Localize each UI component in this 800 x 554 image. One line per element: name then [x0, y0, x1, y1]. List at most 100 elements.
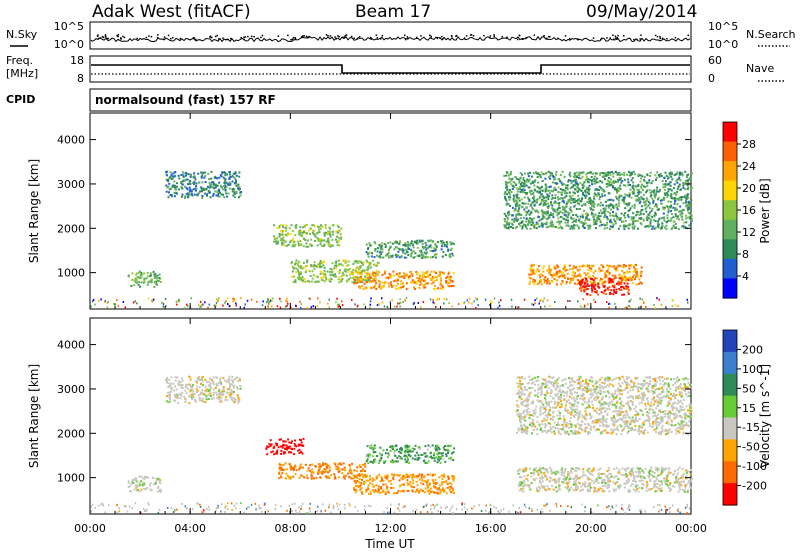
power-cell — [525, 192, 528, 195]
power-cell — [304, 239, 307, 241]
power-cell — [606, 226, 609, 229]
power-cell — [570, 225, 573, 228]
power-cell — [523, 208, 526, 211]
power-cell — [577, 226, 580, 229]
velocity-cell — [403, 454, 406, 457]
power-cell — [504, 220, 507, 223]
power-marks — [90, 170, 693, 309]
noise-search-dot — [429, 34, 431, 37]
power-cell — [503, 174, 506, 177]
power-cell — [661, 224, 664, 227]
power-cell — [589, 225, 592, 228]
velocity-cell — [367, 492, 370, 495]
power-cell — [624, 216, 626, 219]
power-cell — [597, 203, 600, 206]
noise-search-dot — [329, 35, 332, 37]
power-cell — [641, 175, 644, 178]
velocity-cell — [188, 394, 191, 397]
velocity-cell — [441, 489, 444, 491]
power-cell — [548, 265, 551, 268]
power-cell — [544, 183, 547, 186]
power-clutter — [538, 302, 540, 305]
power-cell — [606, 179, 609, 182]
power-cell — [590, 287, 593, 290]
power-cell — [290, 239, 293, 242]
power-cell — [547, 280, 550, 282]
power-cell — [218, 189, 221, 192]
power-cell — [391, 285, 393, 288]
power-cell — [637, 191, 640, 194]
velocity-cell — [275, 444, 278, 447]
power-cell — [663, 206, 666, 209]
power-cell — [560, 181, 563, 184]
power-cell — [337, 226, 340, 229]
power-cell — [508, 222, 511, 225]
power-cell — [680, 188, 682, 191]
power-cell — [560, 216, 563, 219]
velocity-cell — [292, 468, 295, 471]
power-clutter — [117, 304, 120, 307]
power-cell — [663, 226, 666, 229]
power-cell — [562, 276, 565, 278]
power-cell — [309, 274, 312, 277]
power-cell — [510, 183, 513, 186]
power-cell — [570, 201, 572, 204]
velocity-cell — [369, 490, 372, 493]
power-cell — [533, 180, 536, 183]
noise-search-dot — [616, 36, 618, 39]
power-cell — [209, 184, 212, 187]
power-cell — [439, 282, 442, 285]
velocity-cell — [313, 477, 315, 480]
power-cell — [639, 200, 642, 203]
power-cell — [364, 278, 367, 281]
power-cell — [535, 270, 538, 273]
power-cell — [418, 250, 421, 252]
velocity-cell — [377, 462, 380, 464]
power-cell — [507, 214, 510, 217]
noise-search-dot — [666, 38, 668, 40]
velocity-cell — [165, 381, 168, 384]
velocity-cell — [176, 395, 179, 398]
power-cell — [613, 267, 616, 270]
power-cell — [219, 184, 222, 187]
power-cell — [595, 172, 598, 175]
power-cell — [616, 191, 618, 194]
power-cell — [673, 202, 676, 205]
power-cell — [520, 222, 523, 225]
power-cell — [184, 197, 186, 200]
power-cell — [673, 183, 676, 186]
velocity-cell — [225, 396, 228, 399]
power-cell — [184, 195, 187, 198]
noise-search-dot — [489, 35, 492, 37]
power-cell — [306, 259, 309, 262]
power-cell — [148, 281, 151, 284]
power-cell — [546, 212, 549, 215]
power-cell — [631, 226, 634, 229]
velocity-cell — [391, 448, 394, 450]
velocity-cell — [191, 392, 194, 395]
power-cell — [596, 216, 599, 219]
power-cell — [345, 274, 348, 277]
power-cell — [289, 241, 291, 244]
power-clutter — [178, 300, 181, 303]
power-cell — [575, 213, 578, 216]
velocity-cell — [392, 461, 395, 464]
power-cell — [556, 182, 559, 185]
power-cell — [546, 278, 549, 281]
power-cell — [509, 178, 512, 181]
power-cell — [440, 279, 442, 282]
velocity-cell — [130, 490, 133, 493]
power-cell — [575, 208, 578, 210]
power-cell — [434, 276, 437, 278]
velocity-cell — [217, 389, 220, 392]
power-cell — [431, 276, 434, 279]
power-cell — [327, 243, 330, 246]
power-cell — [165, 178, 168, 181]
power-cell — [583, 194, 586, 197]
power-cell — [562, 271, 565, 274]
power-cell — [606, 287, 609, 290]
power-clutter — [213, 304, 216, 307]
power-cell — [630, 279, 633, 282]
power-cell — [568, 191, 571, 194]
noise-search-dot — [549, 36, 551, 38]
